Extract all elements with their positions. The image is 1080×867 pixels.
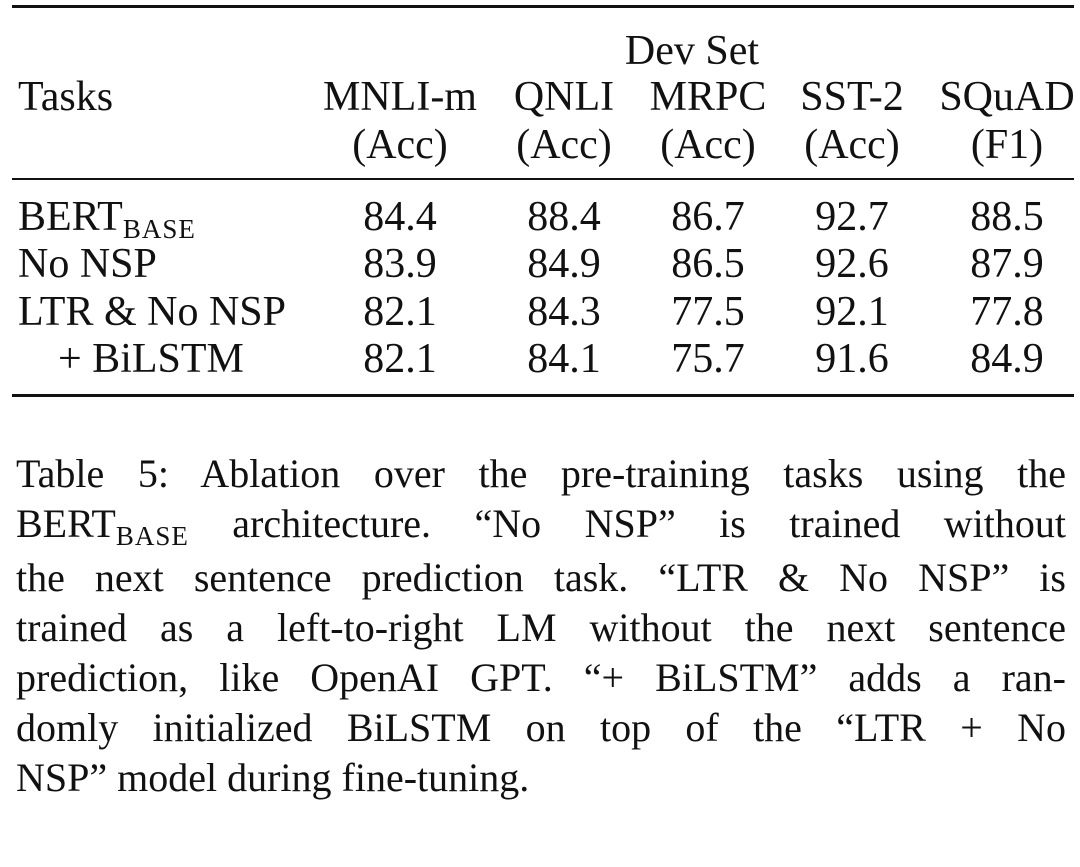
table-cell: 92.7 [815,194,889,240]
table-cell: 82.1 [363,289,437,335]
caption-line: prediction, like OpenAI GPT. “+ BiLSTM” … [16,655,1066,700]
caption-line: trained as a left-to-right LM without th… [16,605,1066,650]
column-metric-qnli: (Acc) [516,122,612,168]
table-row: LTR & No NSP 82.1 84.3 77.5 92.1 77.8 [0,291,1080,337]
caption-text: architecture. “No NSP” is trained withou… [188,501,1066,546]
table-cell: 83.9 [363,241,437,287]
caption-subscript: BASE [115,521,189,551]
table-cell: 92.6 [815,241,889,287]
table-row: BERTBASE 84.4 88.4 86.7 92.7 88.5 [0,194,1080,243]
table-caption: Table 5: Ablation over the pre-training … [16,449,1066,803]
column-header-mnli: MNLI-m [323,74,477,120]
row-label: + BiLSTM [58,336,244,382]
caption-line: domly initialized BiLSTM on top of the “… [16,705,1066,750]
table-cell: 84.9 [970,336,1044,382]
table-cell: 88.5 [970,194,1044,240]
table-top-rule [12,5,1074,8]
column-header-squad: SQuAD [939,74,1075,120]
table-cell: 84.3 [527,289,601,335]
caption-line: NSP” model during fine-tuning. [16,755,530,800]
row-label-subscript: BASE [122,214,196,244]
dev-set-header: Dev Set [624,28,760,74]
table-cell: 77.8 [970,289,1044,335]
table-cell: 84.1 [527,336,601,382]
row-label-text: BERT [18,194,123,240]
table-cell: 84.4 [363,194,437,240]
table-cell: 87.9 [970,241,1044,287]
table-row: + BiLSTM 82.1 84.1 75.7 91.6 84.9 [0,338,1080,384]
table-cell: 92.1 [815,289,889,335]
caption-line: Table 5: Ablation over the pre-training … [16,451,1066,496]
table-header-rule [12,178,1074,180]
column-metric-mnli: (Acc) [352,122,448,168]
table-row: No NSP 83.9 84.9 86.5 92.6 87.9 [0,243,1080,289]
table-cell: 82.1 [363,336,437,382]
table-cell: 86.7 [671,194,745,240]
column-header-mrpc: MRPC [649,74,767,120]
table-cell: 84.9 [527,241,601,287]
table-bottom-rule [12,394,1074,397]
table-cell: 88.4 [527,194,601,240]
column-metric-sst2: (Acc) [804,122,900,168]
caption-line: the next sentence prediction task. “LTR … [16,555,1066,600]
row-label: LTR & No NSP [18,289,287,335]
table-cell: 86.5 [671,241,745,287]
column-header-qnli: QNLI [513,74,615,120]
column-header-sst2: SST-2 [800,74,904,120]
table-cell: 77.5 [671,289,745,335]
table-cell: 75.7 [671,336,745,382]
table-cell: 91.6 [815,336,889,382]
column-metric-mrpc: (Acc) [660,122,756,168]
row-label: No NSP [18,241,157,287]
column-metric-squad: (F1) [970,122,1044,168]
caption-line: BERTBASE architecture. “No NSP” is train… [16,499,1066,553]
row-label: BERTBASE [18,194,196,243]
tasks-header: Tasks [18,74,114,120]
caption-text: BERT [16,501,116,546]
